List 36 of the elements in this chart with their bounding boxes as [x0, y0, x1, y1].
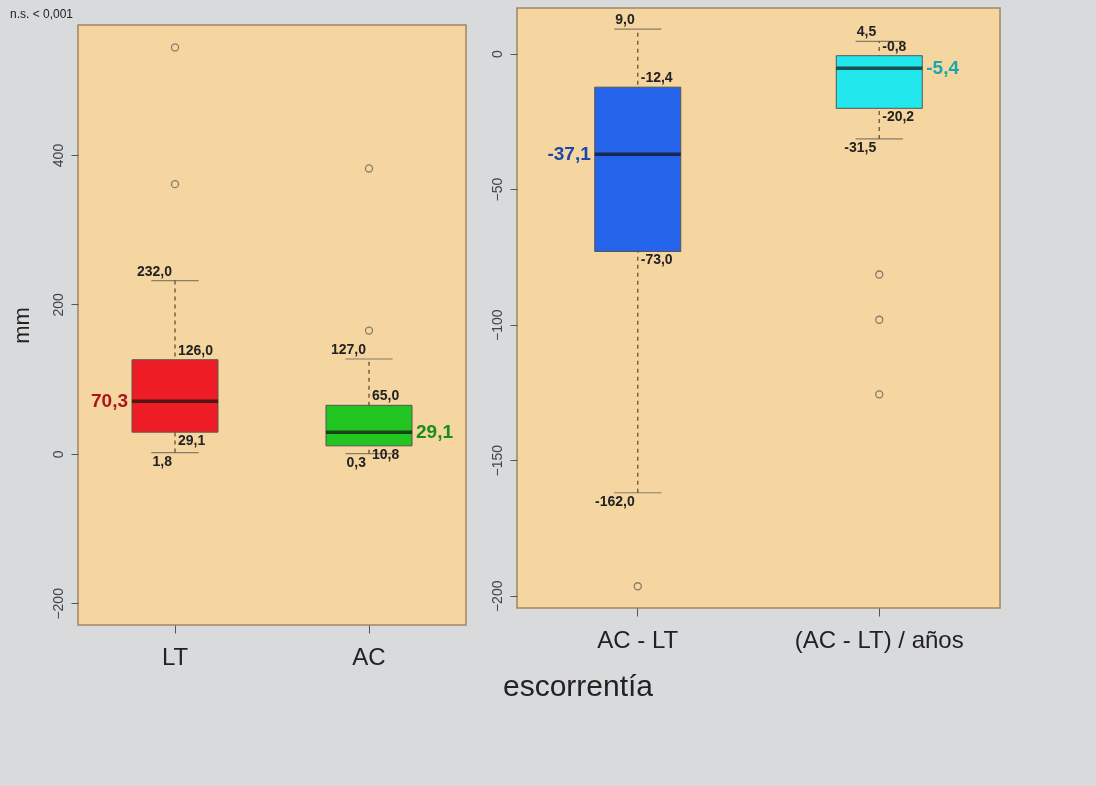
x-tick-label: AC - LT: [597, 625, 679, 653]
annotation: 70,3: [91, 390, 128, 412]
annotation: -12,4: [640, 69, 673, 86]
y-tick-label: −100: [488, 309, 505, 341]
y-tick-label: 0: [49, 450, 66, 459]
annotation: 127,0: [330, 341, 367, 357]
annotation: -73,0: [640, 251, 673, 268]
x-tick-label: LT: [161, 642, 189, 670]
annotation: 10,8: [372, 445, 400, 462]
annotation: 9,0: [615, 11, 635, 28]
annotation: 232,0: [136, 262, 173, 279]
annotation: 126,0: [178, 341, 214, 358]
x-axis-title: escorrentía: [501, 669, 655, 703]
annotation: -5,4: [926, 57, 960, 79]
annotation: -0,8: [882, 37, 907, 54]
y-tick-label: −200: [488, 580, 505, 613]
y-tick-label: 0: [488, 49, 505, 58]
annotation: -162,0: [595, 492, 635, 509]
annotation: 29,1: [178, 432, 206, 449]
annotation: -31,5: [844, 138, 877, 155]
annotation: 4,5: [856, 23, 877, 40]
annotation: 0,3: [346, 453, 367, 470]
annotation: 29,1: [416, 421, 454, 443]
annotation: -20,2: [882, 108, 915, 125]
y-tick-label: 200: [49, 293, 66, 317]
x-tick-label: AC: [352, 642, 386, 670]
x-tick-label: (AC - LT) / años: [794, 625, 964, 653]
annotation: 65,0: [372, 387, 400, 404]
y-tick-label: −150: [488, 444, 505, 477]
y-axis-title: mm: [8, 307, 34, 344]
y-tick-label: −200: [49, 587, 66, 620]
annotation: 1,8: [152, 452, 173, 469]
annotation: -37,1: [547, 143, 592, 165]
text: n.s. < 0,001: [10, 7, 74, 21]
y-tick-label: −50: [488, 177, 505, 202]
y-tick-label: 400: [49, 143, 66, 168]
